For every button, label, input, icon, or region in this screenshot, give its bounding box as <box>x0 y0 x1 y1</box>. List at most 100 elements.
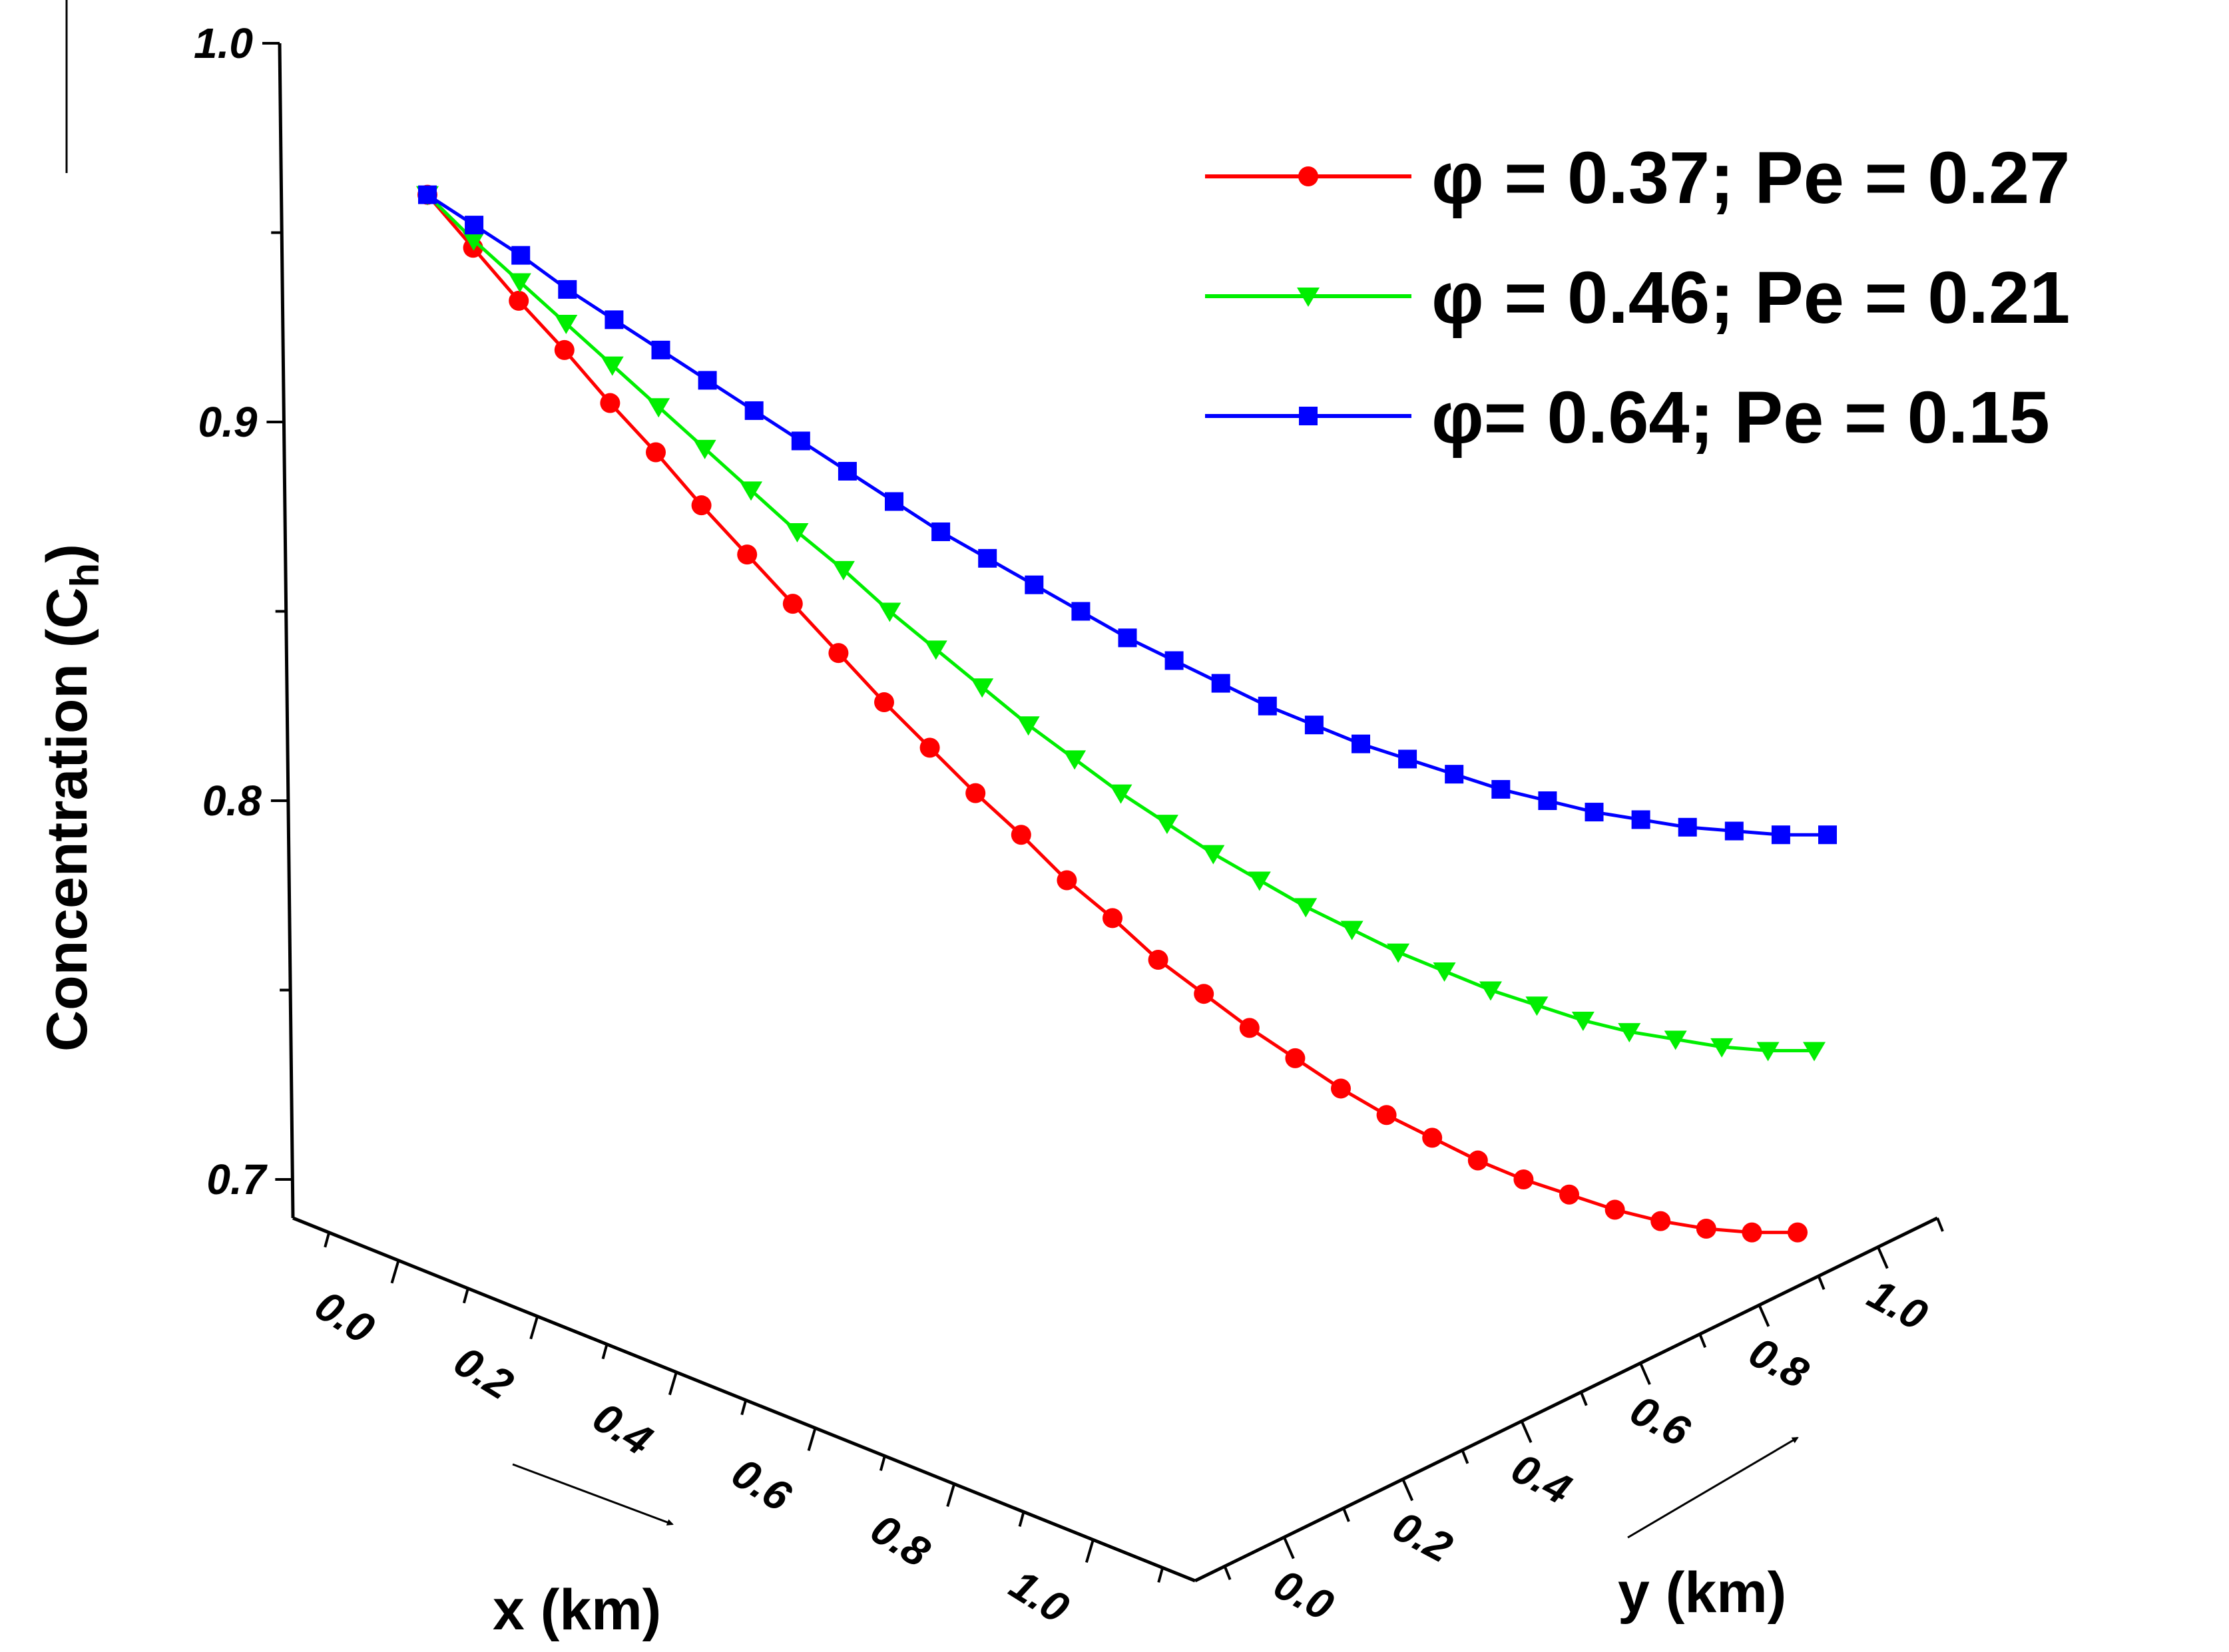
data-point <box>744 401 764 420</box>
data-point <box>1479 981 1502 1001</box>
data-point <box>828 643 849 664</box>
data-point <box>1742 1222 1762 1243</box>
data-point <box>1103 908 1122 929</box>
x-tick-mark <box>324 1232 331 1248</box>
x-tick-mark <box>740 1400 748 1416</box>
data-point <box>511 246 531 265</box>
data-point <box>1631 810 1650 829</box>
series-layer <box>416 184 1837 1243</box>
data-point <box>693 439 716 459</box>
x-tick-mark <box>1085 1539 1095 1563</box>
data-point <box>1585 803 1604 822</box>
data-point <box>965 783 986 803</box>
y-axis-title: y (km) <box>1618 1561 1786 1625</box>
data-point <box>1491 779 1511 799</box>
y-tick-mark <box>1223 1565 1232 1580</box>
data-point <box>1467 1150 1488 1171</box>
data-point <box>1445 765 1464 784</box>
data-point <box>832 560 855 580</box>
data-point <box>1148 949 1168 970</box>
y-tick-label: 0.8 <box>1742 1328 1817 1398</box>
y-axis-line <box>1194 1216 1939 1583</box>
z-axis-title-group: Concentration (Ch) <box>35 0 107 1052</box>
z-axis-title-sub: h <box>63 563 107 588</box>
y-tick-mark <box>1520 1420 1533 1444</box>
data-point <box>1025 575 1044 594</box>
y-tick-label: 1.0 <box>1860 1269 1935 1339</box>
z-axis-ticks: 1.0 0.9 0.8 0.7 <box>194 19 293 1203</box>
data-point <box>1202 845 1225 865</box>
data-point <box>978 548 997 568</box>
z-axis-line <box>278 43 295 1219</box>
y-tick-label: 0.2 <box>1385 1502 1460 1571</box>
data-point <box>601 356 624 376</box>
data-point <box>782 594 803 614</box>
x-axis-ticks: 0.0 0.2 0.4 0.6 0.8 1.0 <box>307 1232 1164 1632</box>
x-tick-mark <box>462 1288 469 1304</box>
data-point <box>554 339 575 360</box>
data-point <box>791 431 810 451</box>
data-point <box>1164 651 1184 670</box>
z-axis-title-close: ) <box>35 544 99 563</box>
data-point <box>1771 825 1790 845</box>
data-point <box>462 231 485 251</box>
data-point <box>1017 716 1040 736</box>
data-point <box>1571 1012 1595 1032</box>
data-point <box>878 602 901 622</box>
y-tick-mark <box>1639 1362 1651 1385</box>
z-tick-label: 1.0 <box>194 19 253 67</box>
data-point <box>1387 943 1410 963</box>
data-point <box>555 315 578 335</box>
y-tick-mark <box>1282 1536 1295 1559</box>
data-point <box>1513 1169 1534 1189</box>
data-point <box>786 523 809 543</box>
data-point <box>885 492 903 511</box>
x-tick-label: 0.0 <box>307 1281 383 1353</box>
data-point <box>1239 1018 1260 1038</box>
data-point <box>1331 1078 1351 1099</box>
y-tick-mark <box>1579 1391 1588 1406</box>
x-tick-label: 0.6 <box>724 1448 800 1520</box>
data-point <box>1818 825 1837 845</box>
x-axis-arrow <box>512 1463 674 1526</box>
x-tick-label: 0.2 <box>446 1337 522 1409</box>
y-tick-mark <box>1342 1508 1350 1522</box>
y-tick-mark <box>1758 1304 1770 1327</box>
data-point <box>1304 716 1324 735</box>
y-tick-mark <box>1876 1246 1889 1269</box>
x-tick-mark <box>1157 1567 1164 1583</box>
data-point <box>931 522 951 542</box>
data-point <box>1618 1023 1641 1043</box>
x-axis-title: x (km) <box>493 1578 661 1642</box>
y-tick-label: 0.6 <box>1622 1386 1698 1456</box>
data-point <box>1109 784 1132 804</box>
data-point <box>1011 825 1031 845</box>
data-point <box>1538 791 1557 810</box>
data-point <box>651 340 670 359</box>
legend-label: φ= 0.64; Pe = 0.15 <box>1431 377 2050 459</box>
data-point <box>1194 984 1214 1004</box>
data-point <box>1063 750 1087 770</box>
x-tick-mark <box>601 1344 609 1360</box>
data-point <box>924 640 947 660</box>
data-point <box>698 371 717 390</box>
data-point <box>1340 921 1363 940</box>
y-tick-mark <box>1401 1478 1414 1502</box>
data-point <box>1352 734 1370 753</box>
x-tick-mark <box>529 1316 539 1340</box>
y-axis: 0.0 0.2 0.4 0.6 0.8 1.0 y (km) <box>1194 1216 1944 1630</box>
legend-label: φ = 0.46; Pe = 0.21 <box>1431 257 2070 339</box>
data-point <box>1724 821 1744 841</box>
data-point <box>1057 870 1077 891</box>
data-point <box>647 398 670 418</box>
series-1 <box>417 184 1808 1243</box>
data-point <box>605 310 624 329</box>
data-point <box>509 290 529 311</box>
data-point <box>1118 628 1137 648</box>
x-tick-mark <box>807 1427 817 1452</box>
data-point <box>1525 996 1549 1016</box>
data-point <box>1298 166 1318 186</box>
legend-label: φ = 0.37; Pe = 0.27 <box>1431 137 2070 219</box>
data-point <box>1756 1042 1780 1062</box>
